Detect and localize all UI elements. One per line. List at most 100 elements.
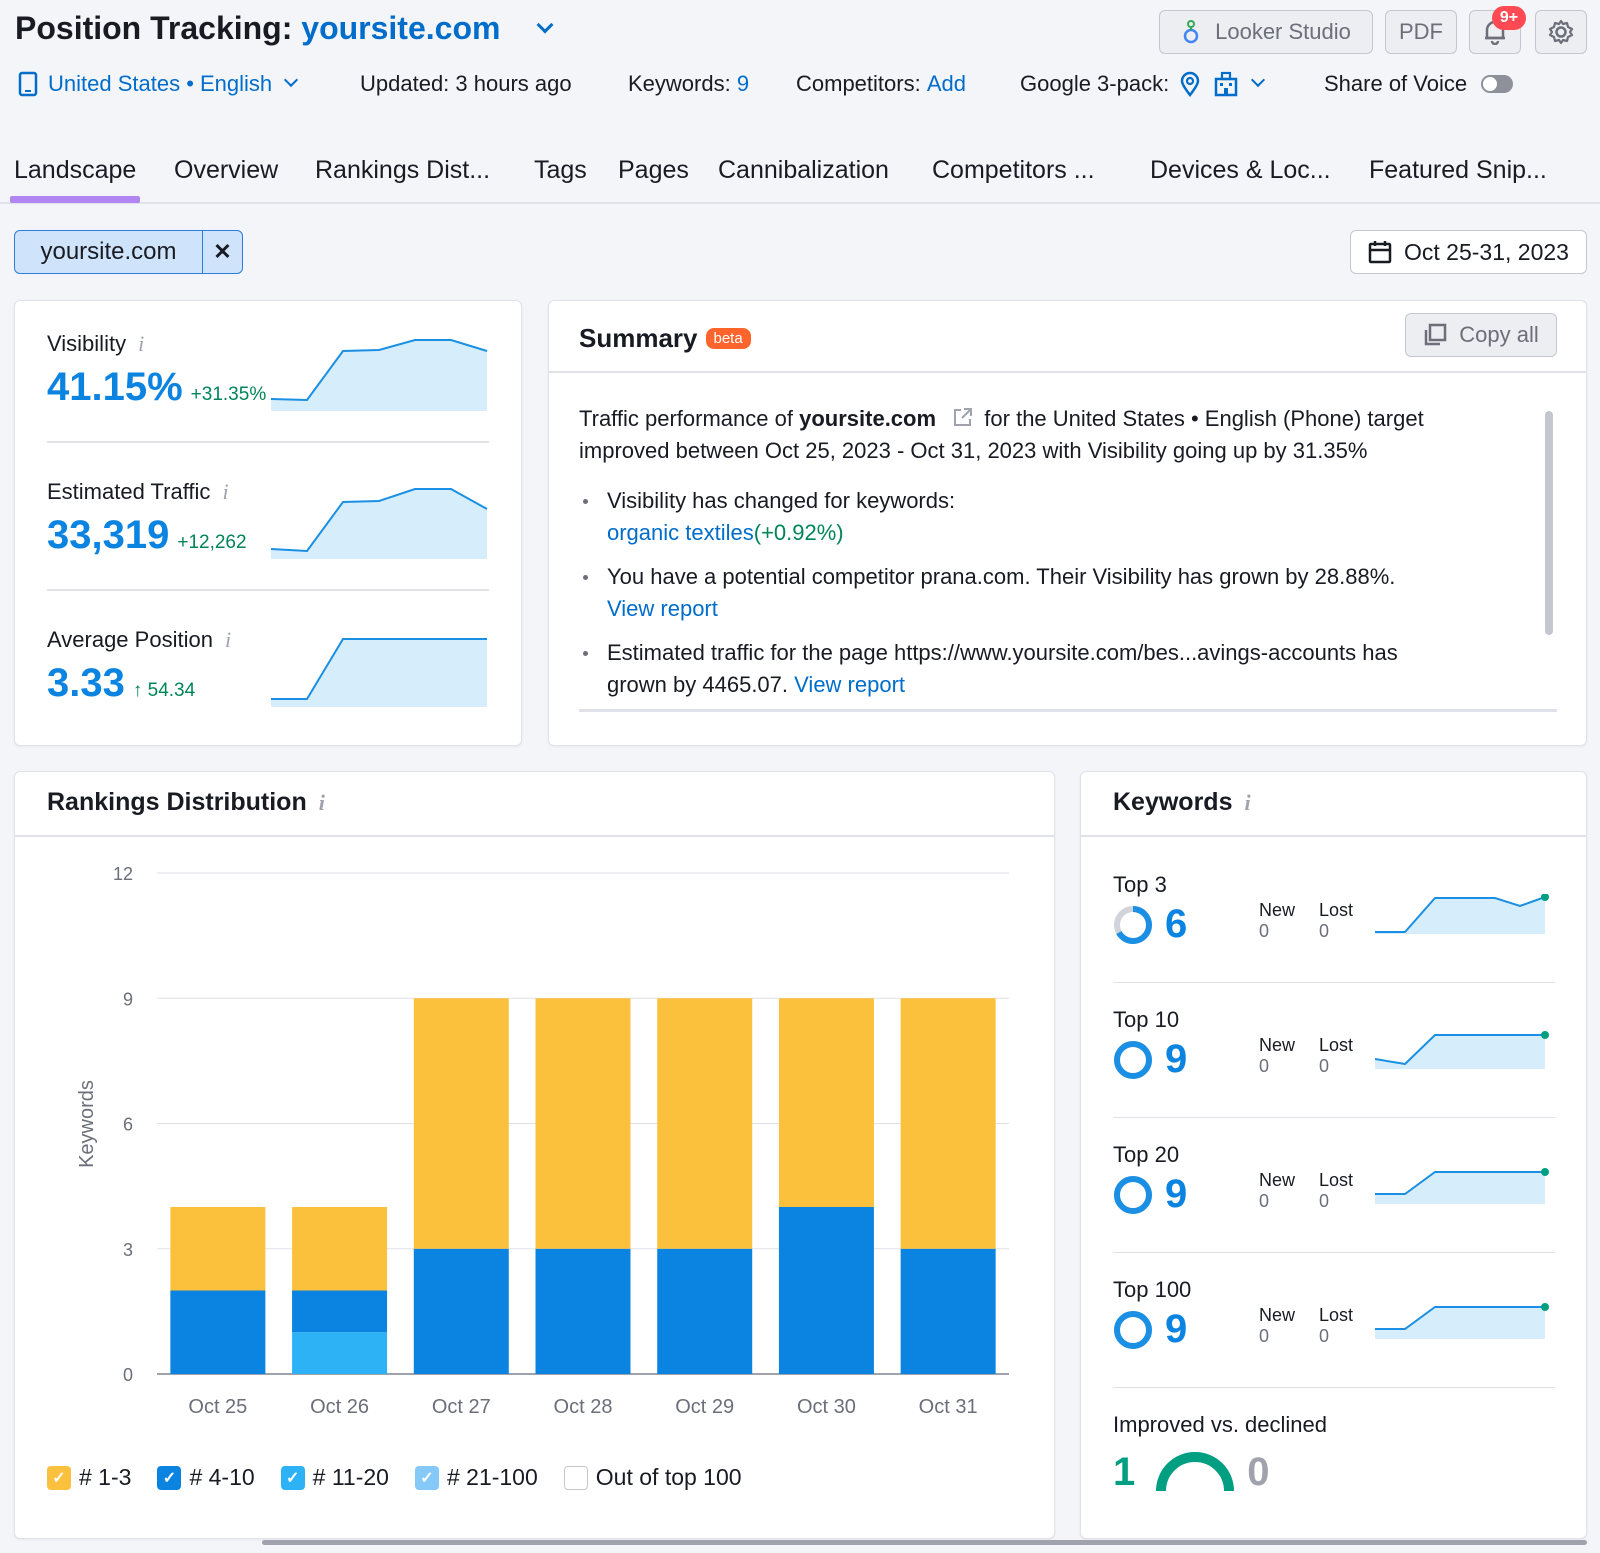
checkbox-unchecked-icon[interactable]: [563, 1465, 588, 1490]
estimated-traffic-value: 33,319: [47, 513, 170, 557]
lost-value: 0: [1319, 1326, 1330, 1346]
keywords-title: Keywords: [1113, 788, 1233, 816]
chart-legend: ✓ # 1-3 ✓ # 4-10 ✓ # 11-20 ✓ # 21-100 Out of…: [47, 1464, 742, 1491]
tab-competitors[interactable]: Competitors ...: [932, 156, 1095, 184]
new-label: New: [1259, 900, 1296, 920]
keyword-range-value: 9: [1165, 1172, 1188, 1216]
date-range-picker[interactable]: Oct 25-31, 2023: [1350, 230, 1587, 274]
donut-icon: [1114, 1040, 1152, 1079]
info-icon[interactable]: i: [1244, 790, 1251, 815]
visibility-value: 41.15%: [47, 365, 183, 409]
info-icon[interactable]: i: [224, 627, 232, 652]
average-position-metric: Average Position i 3.33 ↑ 54.34: [47, 627, 487, 706]
keywords-header: Keywords i: [1113, 788, 1251, 817]
legend-item-4-10[interactable]: ✓ # 4-10: [157, 1464, 255, 1491]
pdf-label: PDF: [1399, 19, 1443, 44]
keyword-range-value: 9: [1165, 1307, 1188, 1351]
date-range-label: Oct 25-31, 2023: [1404, 238, 1569, 265]
tab-overview[interactable]: Overview: [174, 156, 279, 184]
keyword-link[interactable]: organic textiles: [607, 520, 754, 545]
tab-pages[interactable]: Pages: [618, 156, 689, 184]
donut-icon: [1114, 1310, 1152, 1349]
summary-content: Traffic performance of yoursite.com for …: [579, 403, 1519, 701]
summary-bullet: You have a potential competitor prana.co…: [579, 561, 1519, 625]
info-icon[interactable]: i: [138, 331, 145, 356]
bar-segment: [413, 1248, 509, 1374]
lost-value: 0: [1319, 1056, 1330, 1076]
project-domain[interactable]: yoursite.com: [301, 10, 501, 46]
info-icon[interactable]: i: [318, 790, 325, 815]
close-icon[interactable]: ✕: [202, 231, 242, 273]
domain-filter-chip[interactable]: yoursite.com ✕: [14, 230, 243, 274]
summary-paragraph: Traffic performance of yoursite.com for …: [579, 403, 1519, 467]
divider: [15, 835, 1054, 837]
keyword-range-sparkline: [1375, 1168, 1549, 1204]
visibility-delta: +31.35%: [190, 384, 267, 405]
x-tick-label: Oct 30: [797, 1396, 856, 1418]
copy-all-label: Copy all: [1459, 322, 1539, 347]
looker-studio-button[interactable]: Looker Studio: [1159, 10, 1373, 54]
settings-button[interactable]: [1535, 10, 1587, 54]
lost-count: Lost 0: [1319, 1170, 1353, 1212]
info-icon[interactable]: i: [222, 479, 229, 504]
checkbox-checked-icon[interactable]: ✓: [47, 1465, 71, 1490]
chevron-down-icon[interactable]: [536, 16, 554, 34]
bar-segment: [170, 1290, 266, 1374]
tab-cannibalization[interactable]: Cannibalization: [718, 156, 889, 184]
add-competitors-link[interactable]: Add: [926, 71, 966, 96]
copy-all-button[interactable]: Copy all: [1405, 313, 1557, 357]
checkbox-checked-icon[interactable]: ✓: [414, 1465, 439, 1490]
view-report-link[interactable]: View report: [607, 596, 718, 621]
lost-value: 0: [1319, 1191, 1330, 1211]
keywords-count-value[interactable]: 9: [736, 71, 750, 96]
donut-icon: [1114, 905, 1152, 944]
keyword-range-sparkline: [1375, 894, 1549, 934]
page-horizontal-scrollbar[interactable]: [262, 1540, 1587, 1545]
competitors: Competitors: Add: [796, 68, 966, 100]
average-position-sparkline: [271, 638, 487, 707]
tab-tags[interactable]: Tags: [534, 156, 587, 184]
legend-item-out-of-top-100[interactable]: Out of top 100: [563, 1464, 742, 1491]
bar-segment: [535, 998, 631, 1249]
tab-featured-snippets[interactable]: Featured Snip...: [1369, 156, 1547, 184]
bar-segment: [170, 1207, 266, 1291]
tab-landscape[interactable]: Landscape: [9, 156, 141, 203]
title-prefix: Position Tracking:: [15, 10, 293, 46]
vertical-scrollbar[interactable]: [1545, 411, 1553, 635]
summary-bullet: Estimated traffic for the page https://w…: [579, 637, 1519, 701]
estimated-traffic-sparkline: [271, 488, 488, 559]
new-value: 0: [1259, 1191, 1270, 1211]
checkbox-checked-icon[interactable]: ✓: [280, 1465, 305, 1490]
y-tick-label: 12: [113, 864, 133, 884]
summary-bullet: Visibility has changed for keywords: org…: [579, 485, 1519, 549]
checkbox-checked-icon[interactable]: ✓: [157, 1465, 182, 1490]
share-of-voice: Share of Voice: [1324, 68, 1514, 100]
legend-item-21-100[interactable]: ✓ # 21-100: [414, 1464, 538, 1491]
chevron-down-icon[interactable]: [1251, 72, 1266, 88]
rankings-distribution-title: Rankings Distribution: [47, 788, 307, 816]
share-of-voice-toggle[interactable]: [1481, 75, 1514, 93]
building-icon[interactable]: [1213, 71, 1239, 97]
location-selector[interactable]: United States • English: [18, 68, 299, 100]
map-pin-icon[interactable]: [1179, 71, 1201, 97]
metrics-card: Visibility i 41.15% +31.35% Estimated Traf…: [14, 300, 522, 746]
visibility-label: Visibility: [47, 331, 127, 356]
phone-icon: [18, 71, 38, 97]
view-report-link[interactable]: View report: [794, 672, 906, 697]
tab-rankings-distribution[interactable]: Rankings Dist...: [315, 156, 491, 184]
bar-segment: [292, 1207, 388, 1291]
divider: [1113, 1387, 1555, 1388]
pdf-button[interactable]: PDF: [1385, 10, 1457, 54]
legend-item-1-3[interactable]: ✓ # 1-3: [47, 1464, 131, 1491]
bar-segment: [900, 1248, 996, 1374]
lost-label: Lost: [1319, 900, 1354, 920]
external-link-icon[interactable]: [952, 406, 974, 428]
keyword-range-row: Top 100 9 New 0 Lost 0: [1113, 1277, 1558, 1377]
tab-devices-locations[interactable]: Devices & Loc...: [1150, 156, 1331, 184]
legend-label: # 21-100: [446, 1464, 538, 1490]
legend-item-11-20[interactable]: ✓ # 11-20: [280, 1464, 389, 1491]
summary-text: Traffic performance of: [579, 406, 793, 431]
bar-segment: [778, 1207, 874, 1374]
new-count: New 0: [1259, 1305, 1295, 1347]
horizontal-scrollbar[interactable]: [579, 709, 1557, 712]
